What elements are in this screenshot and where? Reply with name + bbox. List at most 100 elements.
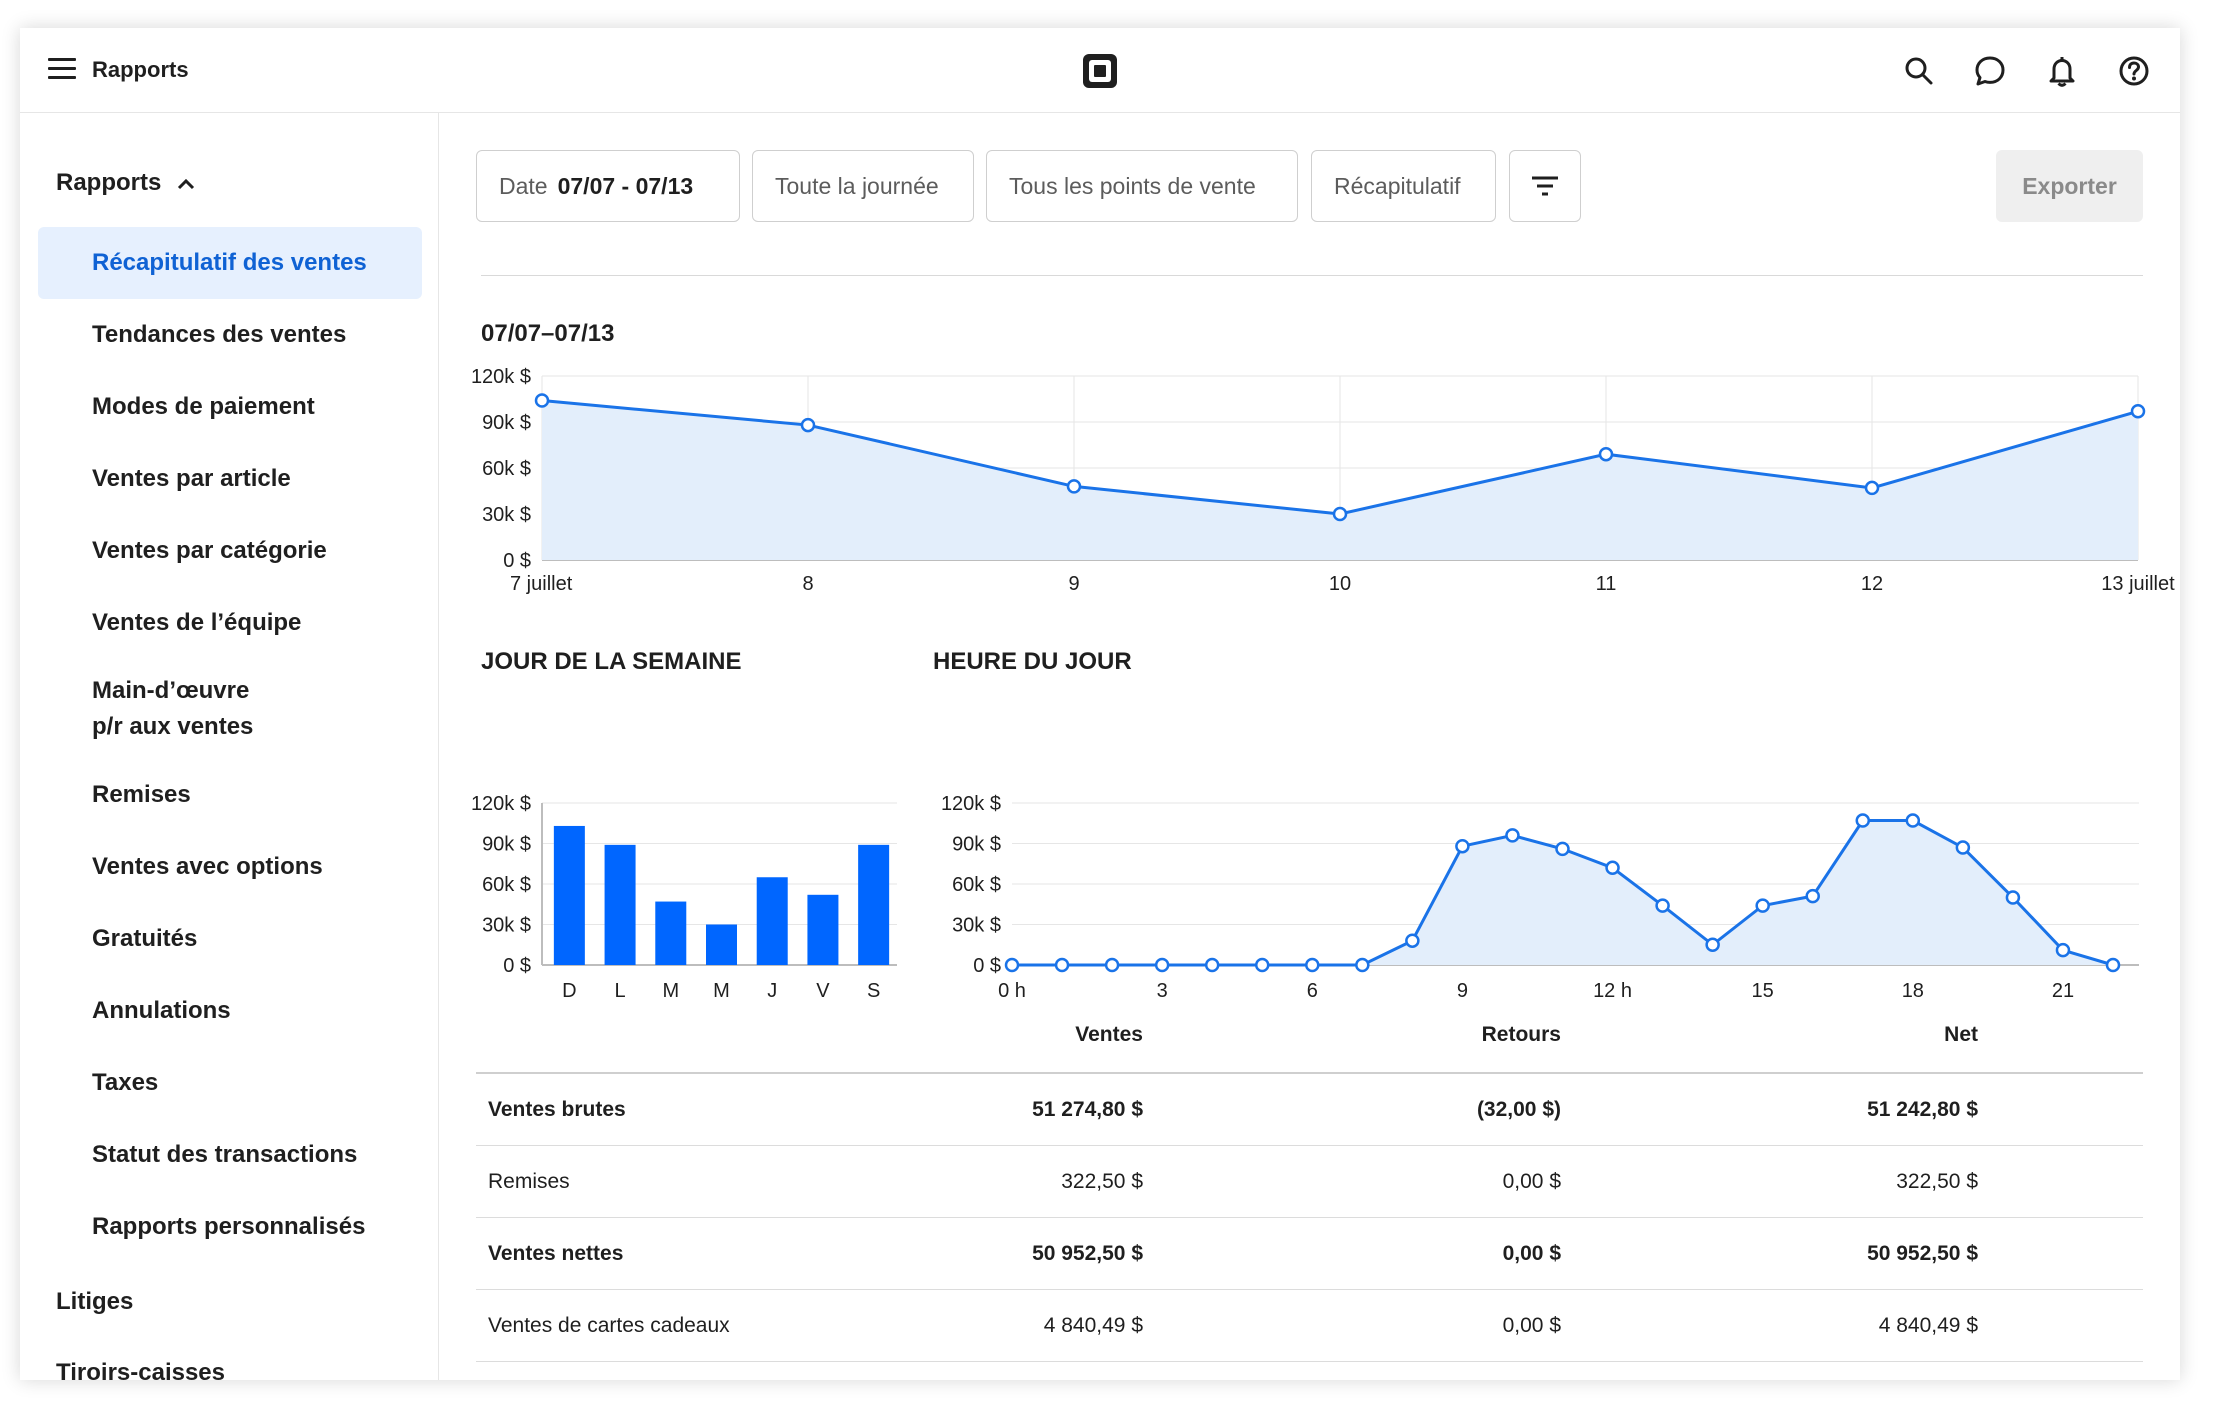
data-point [1355,957,1370,973]
cell-ventes: 4 840,49 $ [1043,1314,1143,1337]
main-content: Date 07/07 - 07/13 Toute la journée Tous… [439,113,2180,1380]
sidebar-item-recapitulatif[interactable]: Récapitulatif des ventes [38,227,422,299]
row-label: Remises [488,1170,570,1193]
location-filter[interactable]: Tous les points de vente [986,150,1298,222]
cell-net: 4 840,49 $ [1878,1314,1978,1337]
square-logo[interactable] [1081,52,1119,90]
data-point [2105,957,2121,973]
y-tick-label: 120k $ [471,793,531,815]
y-tick-label: 30k $ [952,915,1001,937]
table-header-net: Net [1944,1023,1978,1046]
sidebar-section-litiges[interactable]: Litiges [56,1288,134,1315]
sidebar-section-rapports[interactable]: Rapports [56,169,196,197]
data-point [1555,841,1570,857]
location-filter-label: Tous les points de vente [1009,172,1256,199]
hour-section-title: HEURE DU JOUR [933,648,1132,675]
data-point [1955,840,1971,855]
bell-icon[interactable] [2045,54,2079,88]
cell-retours: 0,00 $ [1502,1314,1561,1337]
filters-divider [481,275,2143,276]
x-tick-label: 6 [1307,980,1318,1002]
x-tick-label: 18 [1902,980,1924,1002]
data-point [2055,942,2071,958]
cell-net: 51 242,80 $ [1867,1098,1978,1121]
sidebar-item-annulations[interactable]: Annulations [92,997,231,1024]
sidebar-item-remises[interactable]: Remises [92,781,191,808]
cell-ventes: 50 952,50 $ [1032,1242,1143,1265]
bar [604,844,636,965]
data-point [1405,933,1420,948]
x-tick-label: 10 [1329,573,1351,595]
sidebar-item-modes-paiement[interactable]: Modes de paiement [92,393,315,420]
y-tick-label: 30k $ [482,915,531,937]
y-tick-label: 120k $ [941,793,1001,815]
bar [756,877,788,965]
cell-retours: 0,00 $ [1502,1170,1561,1193]
sidebar-item-gratuites[interactable]: Gratuités [92,925,198,952]
y-tick-label: 0 $ [503,550,531,572]
sidebar-item-ventes-equipe[interactable]: Ventes de l’équipe [92,609,302,636]
x-tick-label: S [867,980,880,1002]
filter-icon [1532,176,1558,196]
app-window: Rapports Rapports Récapitula [20,28,2180,1380]
date-filter-label: Date [499,172,548,199]
sidebar-item-ventes-categorie[interactable]: Ventes par catégorie [92,537,327,564]
row-divider [476,1361,2143,1362]
y-tick-label: 120k $ [471,366,531,388]
summary-filter-label: Récapitulatif [1334,172,1461,199]
weekly-sales-chart: 0 $ 30k $ 60k $ 90k $ 120k $ 7 juillet 8 9 10 11 1… [471,366,2175,595]
hourly-sales-chart: 0 $ 30k $ 60k $ 90k $ 120k $ 0 h 3 6 9 12 h 15 18 21 [941,793,2139,1002]
area-fill [1012,820,2113,965]
data-point [2130,404,2146,419]
bar [706,924,737,965]
data-point [1054,957,1070,973]
data-point [1705,937,1720,952]
x-tick-label: V [816,980,830,1002]
data-point [1455,838,1470,854]
data-point [1305,957,1320,973]
data-point [1104,957,1120,973]
time-filter-label: Toute la journée [775,172,939,199]
export-button[interactable]: Exporter [1996,150,2143,222]
help-icon[interactable] [2117,54,2151,88]
table-header-ventes: Ventes [1075,1023,1143,1046]
date-filter-value: 07/07 - 07/13 [557,172,694,199]
bar [553,825,585,965]
sidebar-item-main-oeuvre[interactable]: Main-d’œuvre p/r aux ventes [92,677,254,740]
cell-retours: (32,00 $) [1476,1098,1561,1121]
x-tick-label: 9 [1457,980,1468,1002]
data-point [1254,957,1270,973]
data-point [1066,479,1082,494]
x-tick-label: M [713,980,730,1002]
sidebar-item-rapports-personnalises[interactable]: Rapports personnalisés [92,1213,366,1240]
menu-icon[interactable] [48,58,76,80]
data-point [534,393,550,408]
time-filter[interactable]: Toute la journée [752,150,974,222]
sidebar-item-taxes[interactable]: Taxes [92,1069,159,1096]
sidebar-item-statut-transactions[interactable]: Statut des transactions [92,1141,358,1168]
row-label: Ventes nettes [488,1242,624,1265]
sidebar-item-ventes-article[interactable]: Ventes par article [92,465,291,492]
x-tick-label: 8 [802,573,813,595]
x-tick-label: 13 juillet [2101,573,2175,595]
cell-ventes: 51 274,80 $ [1032,1098,1143,1121]
filter-button[interactable] [1509,150,1581,222]
sidebar-section-tiroirs[interactable]: Tiroirs-caisses [56,1359,225,1380]
data-point [1004,957,1020,973]
table-header-retours: Retours [1481,1023,1561,1046]
x-tick-label: D [562,980,576,1002]
sidebar-item-ventes-options[interactable]: Ventes avec options [92,853,323,880]
sidebar-section-label: Rapports [56,169,162,196]
date-filter[interactable]: Date 07/07 - 07/13 [476,150,740,222]
search-icon[interactable] [1902,54,1936,88]
data-point [1204,957,1220,973]
summary-filter[interactable]: Récapitulatif [1311,150,1496,222]
chat-icon[interactable] [1973,54,2007,88]
data-point [1154,957,1170,973]
x-tick-label: 7 juillet [510,573,573,595]
cell-retours: 0,00 $ [1502,1242,1561,1265]
bar [807,894,839,965]
x-tick-label: 15 [1752,980,1774,1002]
table-header-divider [476,1072,2143,1074]
sidebar-item-tendances[interactable]: Tendances des ventes [92,321,347,348]
